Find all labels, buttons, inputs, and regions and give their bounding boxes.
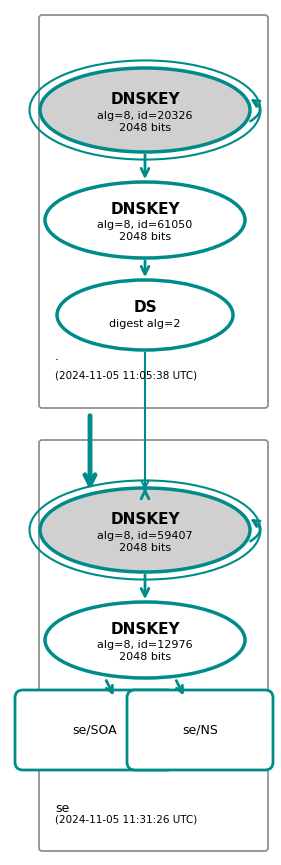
Text: DNSKEY: DNSKEY [110,623,180,638]
Text: se/SOA: se/SOA [73,723,117,736]
Text: alg=8, id=59407: alg=8, id=59407 [97,531,193,541]
Text: DNSKEY: DNSKEY [110,512,180,528]
Text: se: se [55,802,69,815]
Text: alg=8, id=20326: alg=8, id=20326 [97,111,193,121]
FancyBboxPatch shape [39,15,268,408]
Text: alg=8, id=12976: alg=8, id=12976 [97,640,193,650]
Text: 2048 bits: 2048 bits [119,543,171,553]
Text: DS: DS [133,300,157,316]
Ellipse shape [45,182,245,258]
Ellipse shape [57,280,233,350]
Text: 2048 bits: 2048 bits [119,652,171,662]
Text: 2048 bits: 2048 bits [119,123,171,133]
Text: DNSKEY: DNSKEY [110,93,180,107]
FancyBboxPatch shape [39,440,268,851]
Ellipse shape [40,68,250,152]
Ellipse shape [40,488,250,572]
Text: (2024-11-05 11:05:38 UTC): (2024-11-05 11:05:38 UTC) [55,370,197,380]
FancyBboxPatch shape [127,690,273,770]
Text: alg=8, id=61050: alg=8, id=61050 [98,220,192,230]
Text: se/NS: se/NS [182,723,218,736]
Text: .: . [55,350,59,363]
FancyBboxPatch shape [15,690,175,770]
Text: 2048 bits: 2048 bits [119,232,171,242]
Ellipse shape [45,602,245,678]
Text: digest alg=2: digest alg=2 [109,319,181,329]
Text: (2024-11-05 11:31:26 UTC): (2024-11-05 11:31:26 UTC) [55,815,197,825]
Text: DNSKEY: DNSKEY [110,202,180,217]
